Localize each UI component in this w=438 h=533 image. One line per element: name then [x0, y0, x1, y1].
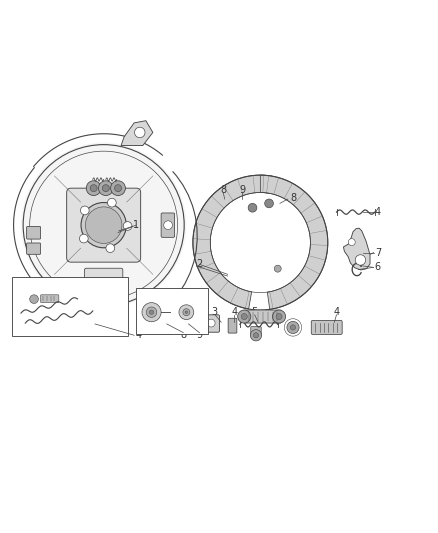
Text: 8: 8: [220, 185, 226, 195]
Circle shape: [115, 184, 121, 192]
Circle shape: [207, 319, 215, 327]
Bar: [136, 288, 208, 334]
Circle shape: [276, 313, 282, 320]
Circle shape: [265, 199, 273, 208]
Circle shape: [290, 325, 296, 330]
FancyBboxPatch shape: [27, 243, 41, 254]
Text: 9: 9: [239, 185, 245, 195]
FancyBboxPatch shape: [67, 188, 141, 262]
Circle shape: [253, 333, 258, 338]
Polygon shape: [121, 120, 153, 146]
Circle shape: [107, 198, 116, 207]
Circle shape: [272, 310, 286, 323]
Circle shape: [146, 307, 157, 318]
Polygon shape: [93, 303, 116, 317]
Text: 7: 7: [375, 247, 381, 257]
Circle shape: [90, 184, 97, 192]
FancyBboxPatch shape: [203, 315, 219, 332]
Text: 6: 6: [375, 262, 381, 272]
Text: 4: 4: [231, 307, 237, 317]
Text: 1: 1: [133, 220, 139, 230]
Circle shape: [355, 255, 366, 265]
Circle shape: [251, 329, 261, 341]
Circle shape: [149, 310, 154, 314]
Text: 9: 9: [196, 330, 202, 340]
FancyBboxPatch shape: [27, 227, 41, 239]
Polygon shape: [260, 175, 328, 309]
Circle shape: [241, 313, 247, 320]
Circle shape: [86, 181, 101, 196]
FancyBboxPatch shape: [228, 318, 237, 333]
FancyBboxPatch shape: [311, 320, 342, 334]
Circle shape: [164, 221, 173, 230]
Circle shape: [106, 244, 115, 253]
Polygon shape: [343, 228, 370, 270]
Circle shape: [21, 142, 186, 308]
Circle shape: [185, 311, 187, 313]
Circle shape: [179, 305, 194, 320]
Text: 3: 3: [212, 307, 218, 317]
Text: 8: 8: [180, 330, 187, 340]
Text: 2: 2: [196, 260, 202, 269]
Circle shape: [248, 204, 257, 212]
FancyBboxPatch shape: [251, 327, 261, 336]
Bar: [12, 277, 127, 336]
FancyBboxPatch shape: [244, 310, 281, 323]
Circle shape: [30, 295, 39, 303]
Text: 4: 4: [375, 207, 381, 217]
Circle shape: [238, 310, 251, 323]
Circle shape: [123, 222, 132, 230]
Circle shape: [99, 181, 113, 196]
FancyBboxPatch shape: [41, 295, 59, 303]
Circle shape: [274, 265, 281, 272]
Circle shape: [142, 303, 161, 322]
Circle shape: [79, 234, 88, 243]
Circle shape: [183, 309, 190, 316]
Circle shape: [134, 127, 145, 138]
Circle shape: [287, 321, 299, 334]
Circle shape: [348, 239, 355, 246]
Circle shape: [85, 207, 122, 244]
FancyBboxPatch shape: [161, 213, 175, 237]
Polygon shape: [193, 175, 272, 309]
FancyBboxPatch shape: [85, 268, 123, 281]
Text: 8: 8: [290, 193, 296, 203]
Circle shape: [111, 181, 125, 196]
Text: 4: 4: [333, 307, 339, 317]
Text: 5: 5: [251, 307, 257, 317]
Text: 4: 4: [135, 330, 141, 340]
Circle shape: [102, 184, 110, 192]
Circle shape: [81, 206, 89, 215]
Circle shape: [81, 203, 126, 248]
